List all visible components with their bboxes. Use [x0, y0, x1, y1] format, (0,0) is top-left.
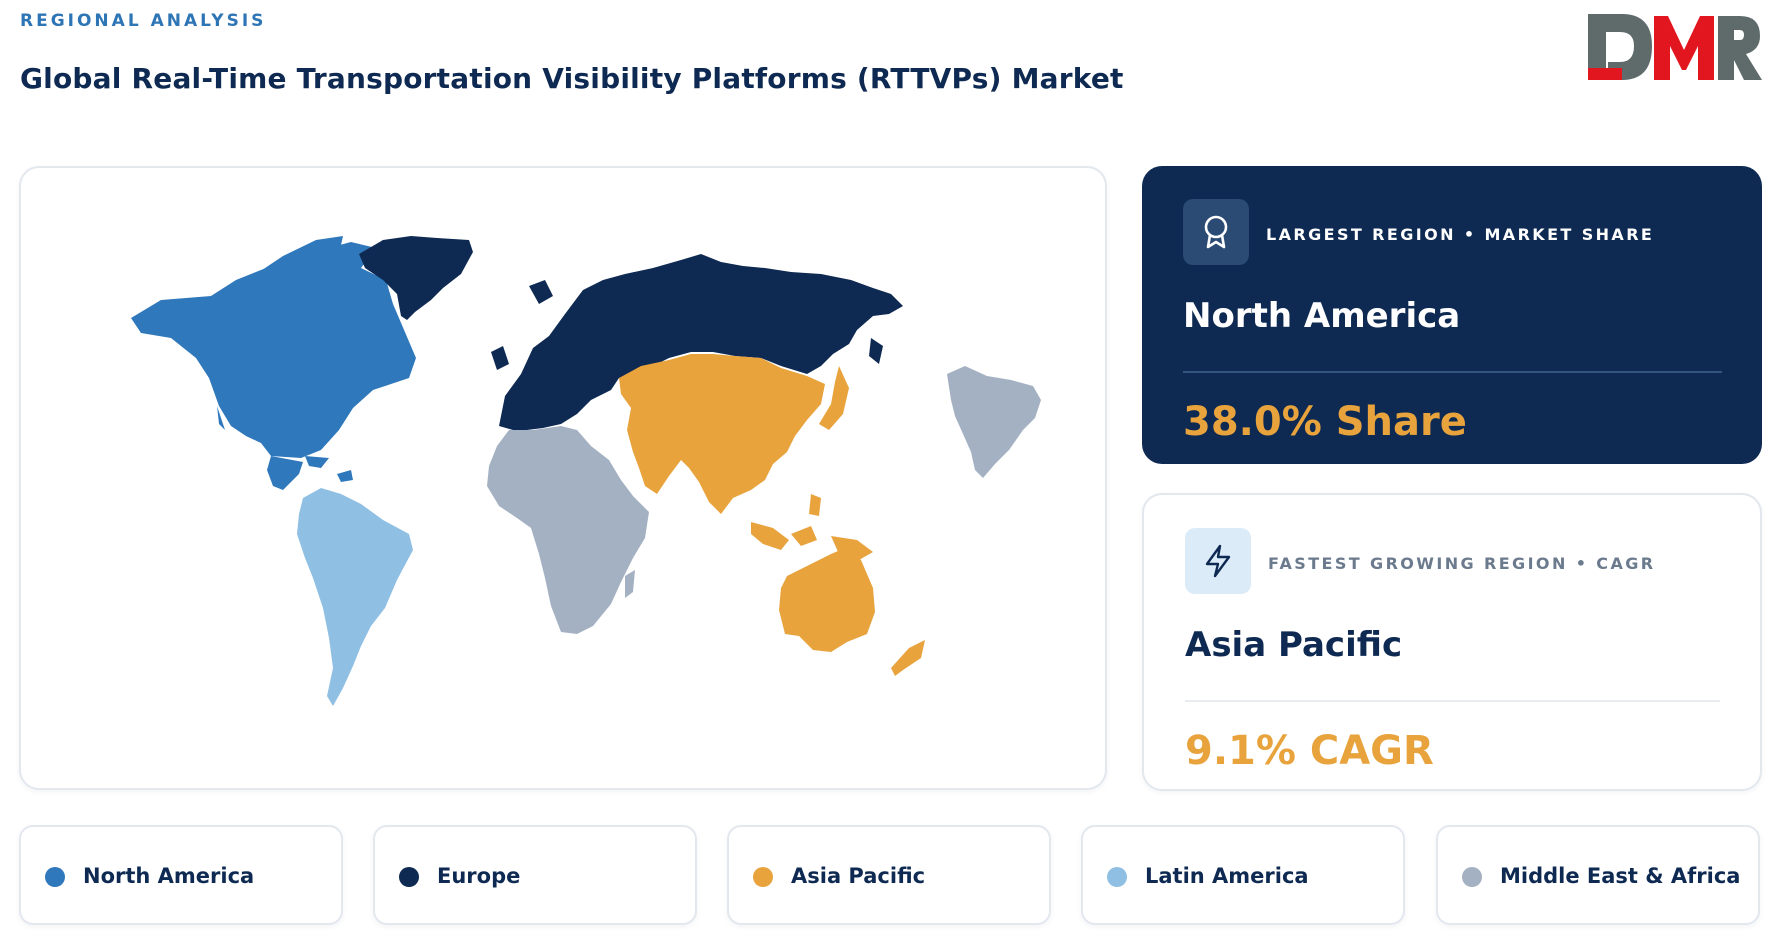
fastest-region-label: FASTEST GROWING REGION • CAGR — [1268, 554, 1656, 573]
legend-swatch — [753, 867, 773, 887]
largest-region-card: LARGEST REGION • MARKET SHARE North Amer… — [1142, 166, 1762, 464]
fastest-region-card: FASTEST GROWING REGION • CAGR Asia Pacif… — [1142, 493, 1762, 791]
fastest-region-cagr: 9.1% CAGR — [1185, 728, 1434, 774]
fastest-region-name: Asia Pacific — [1185, 625, 1403, 665]
page-title: Global Real-Time Transportation Visibili… — [20, 62, 1124, 95]
legend-item-middle-east-africa: Middle East & Africa — [1436, 825, 1760, 925]
largest-region-share: 38.0% Share — [1183, 399, 1467, 445]
region-asia-pacific[interactable] — [619, 354, 925, 676]
legend-item-north-america: North America — [19, 825, 343, 925]
legend-label: Middle East & Africa — [1500, 864, 1741, 888]
legend-swatch — [399, 867, 419, 887]
legend-item-latin-america: Latin America — [1081, 825, 1405, 925]
world-map — [131, 236, 1041, 706]
section-kicker: REGIONAL ANALYSIS — [20, 11, 267, 31]
region-middle-east-africa[interactable] — [487, 366, 1041, 634]
legend-item-asia-pacific: Asia Pacific — [727, 825, 1051, 925]
legend-label: Europe — [437, 864, 521, 888]
legend-item-europe: Europe — [373, 825, 697, 925]
region-europe[interactable] — [359, 236, 903, 430]
lightning-bolt-icon — [1185, 528, 1251, 594]
largest-region-name: North America — [1183, 296, 1461, 336]
world-map-panel — [19, 166, 1107, 790]
dmr-logo — [1580, 10, 1762, 88]
legend-label: North America — [83, 864, 255, 888]
divider — [1185, 700, 1720, 702]
legend-swatch — [1462, 867, 1482, 887]
divider — [1183, 371, 1722, 373]
region-north-america[interactable] — [131, 236, 416, 490]
legend-label: Latin America — [1145, 864, 1309, 888]
largest-region-label: LARGEST REGION • MARKET SHARE — [1266, 225, 1655, 244]
legend-swatch — [45, 867, 65, 887]
legend-swatch — [1107, 867, 1127, 887]
award-ribbon-icon — [1183, 199, 1249, 265]
legend-label: Asia Pacific — [791, 864, 926, 888]
region-latin-america[interactable] — [297, 488, 413, 706]
